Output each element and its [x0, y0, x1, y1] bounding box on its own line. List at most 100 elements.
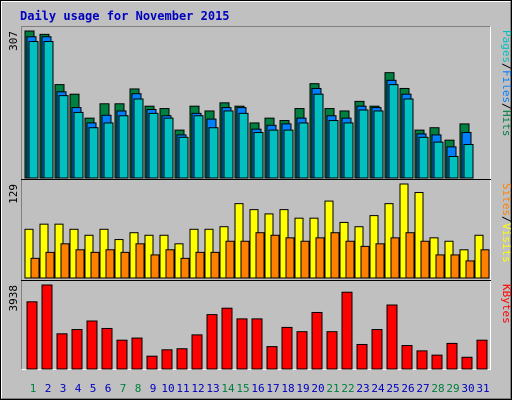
bar-sites — [165, 249, 175, 279]
x-tick-label: 20 — [311, 382, 324, 395]
bar-kbytes — [86, 320, 98, 370]
bar-sites — [315, 237, 325, 279]
bar-pages — [118, 115, 129, 179]
bar-sites — [480, 249, 490, 279]
legend-separator: / — [500, 63, 512, 70]
bar-kbytes — [221, 307, 233, 370]
bar-sites — [180, 257, 190, 279]
bar-sites — [225, 240, 235, 279]
bar-kbytes — [431, 354, 443, 370]
x-tick-label: 28 — [431, 382, 444, 395]
bar-kbytes — [356, 343, 368, 370]
bar-kbytes — [206, 314, 218, 370]
x-tick-label: 22 — [341, 382, 354, 395]
bar-kbytes — [191, 334, 203, 370]
plot-area-light — [21, 26, 491, 370]
bar-kbytes — [116, 339, 128, 370]
x-tick-label: 29 — [446, 382, 459, 395]
x-tick-label: 18 — [281, 382, 294, 395]
x-tick-label: 1 — [30, 382, 37, 395]
bar-sites — [285, 237, 295, 279]
bar-pages — [43, 41, 54, 179]
bar-pages — [298, 122, 309, 179]
x-tick-label: 15 — [236, 382, 249, 395]
x-tick-label: 19 — [296, 382, 309, 395]
bar-pages — [358, 109, 369, 179]
bar-kbytes — [26, 301, 38, 370]
bar-pages — [103, 122, 114, 179]
bar-sites — [210, 251, 220, 279]
bar-kbytes — [326, 331, 338, 370]
x-tick-label: 8 — [135, 382, 142, 395]
legend-visits: Visits — [500, 223, 512, 263]
bar-pages — [313, 93, 324, 179]
bar-pages — [463, 143, 474, 179]
x-tick-label: 7 — [120, 382, 127, 395]
bar-visits — [39, 223, 49, 279]
bar-pages — [328, 120, 339, 179]
bar-pages — [448, 155, 459, 179]
bar-kbytes — [311, 311, 323, 370]
legend-separator: / — [500, 216, 512, 223]
legend-sites: Sites — [500, 183, 512, 216]
bar-pages — [178, 136, 189, 179]
bar-kbytes — [266, 346, 278, 370]
plot-area-shadow — [21, 26, 491, 370]
bar-kbytes — [341, 291, 353, 370]
bar-sites — [300, 240, 310, 279]
x-tick-label: 10 — [161, 382, 174, 395]
bar-pages — [403, 98, 414, 179]
bar-sites — [195, 251, 205, 279]
bar-kbytes — [176, 348, 188, 370]
legend-hits: Hits — [500, 110, 512, 137]
bar-sites — [435, 254, 445, 279]
bar-pages — [268, 129, 279, 179]
bar-sites — [255, 232, 265, 279]
x-tick-label: 4 — [75, 382, 82, 395]
bar-kbytes — [146, 355, 158, 370]
bar-pages — [253, 132, 264, 179]
x-tick-label: 24 — [371, 382, 385, 395]
legend-kbytes: KBytes — [500, 284, 512, 324]
bar-visits — [24, 228, 34, 279]
x-tick-label: 26 — [401, 382, 414, 395]
bar-pages — [28, 41, 39, 179]
x-tick-label: 27 — [416, 382, 429, 395]
x-tick-label: 9 — [150, 382, 157, 395]
bar-visits — [399, 183, 409, 279]
x-tick-label: 23 — [356, 382, 369, 395]
bar-pages — [223, 110, 234, 179]
bar-sites — [330, 232, 340, 279]
x-tick-label: 17 — [266, 382, 279, 395]
bar-kbytes — [101, 327, 113, 370]
bar-sites — [135, 243, 145, 279]
bar-kbytes — [371, 329, 383, 370]
bar-pages — [343, 122, 354, 179]
bar-kbytes — [56, 333, 68, 370]
bar-pages — [148, 112, 159, 179]
bar-sites — [345, 240, 355, 279]
x-tick-label: 2 — [45, 382, 52, 395]
bar-sites — [360, 245, 370, 279]
bar-pages — [133, 98, 144, 179]
bar-kbytes — [446, 342, 458, 370]
bar-pages — [88, 127, 99, 179]
bar-kbytes — [251, 318, 263, 370]
bar-kbytes — [131, 337, 143, 370]
chart-title: Daily usage for November 2015 — [20, 9, 230, 23]
bar-sites — [90, 251, 100, 279]
bar-pages — [58, 95, 69, 179]
bar-pages — [163, 117, 174, 179]
bar-kbytes — [41, 284, 53, 370]
x-tick-label: 5 — [90, 382, 97, 395]
x-tick-label: 11 — [176, 382, 189, 395]
bar-sites — [60, 243, 70, 279]
bar-sites — [270, 234, 280, 279]
x-tick-label: 21 — [326, 382, 339, 395]
bar-sites — [75, 249, 85, 279]
x-tick-label: 31 — [476, 382, 489, 395]
bar-sites — [120, 251, 130, 279]
